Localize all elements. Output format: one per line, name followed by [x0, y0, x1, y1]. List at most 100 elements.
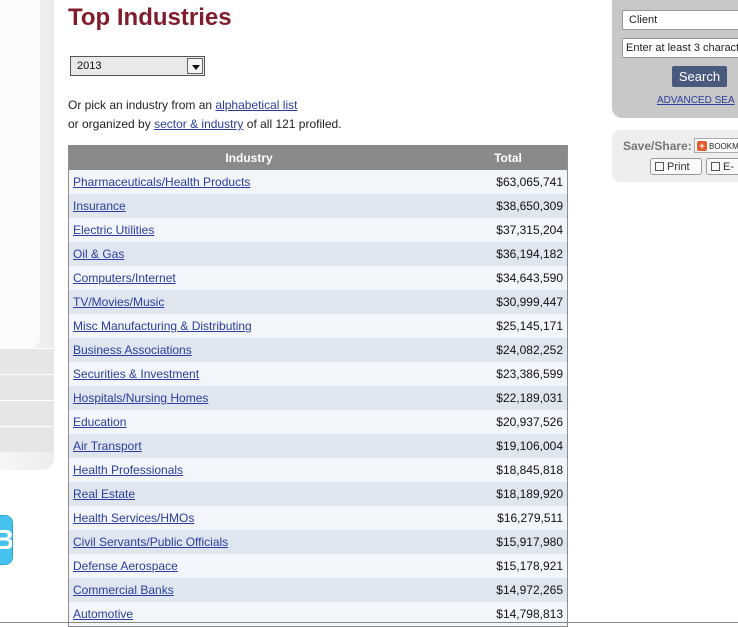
total-cell: $22,189,031: [429, 386, 568, 410]
advanced-search-link[interactable]: ADVANCED SEA: [657, 95, 735, 106]
share-label: Save/Share:: [623, 139, 692, 153]
table-row: Oil & Gas $36,194,182: [68, 242, 568, 266]
industry-link[interactable]: Commercial Banks: [73, 583, 174, 597]
search-database-select[interactable]: Client: [622, 10, 738, 30]
table-row: Health Services/HMOs $16,279,511: [68, 506, 568, 530]
left-sidebar-item[interactable]: [0, 374, 54, 400]
search-panel: Client Enter at least 3 charact Search A…: [612, 0, 738, 118]
total-cell: $25,145,171: [429, 314, 568, 338]
left-sidebar-item[interactable]: [0, 426, 54, 452]
total-cell: $63,065,741: [429, 170, 568, 194]
industry-link[interactable]: Oil & Gas: [73, 247, 125, 261]
industry-link[interactable]: Insurance: [73, 199, 126, 213]
industry-link[interactable]: Air Transport: [73, 439, 142, 453]
total-cell: $18,189,920: [429, 482, 568, 506]
table-row: Pharmaceuticals/Health Products $63,065,7…: [68, 170, 568, 194]
industry-link[interactable]: Misc Manufacturing & Distributing: [73, 319, 252, 333]
chevron-down-icon[interactable]: [187, 58, 203, 74]
total-cell: $14,972,265: [429, 578, 568, 602]
intro-line-2: or organized by sector & industry of all…: [68, 117, 342, 131]
year-select-value: 2013: [77, 60, 102, 72]
industry-cell: Securities & Investment: [68, 362, 429, 386]
print-button[interactable]: Print: [650, 158, 702, 175]
bottom-divider: [0, 622, 738, 623]
industry-link[interactable]: Defense Aerospace: [73, 559, 178, 573]
table-row: Defense Aerospace $15,178,921: [68, 554, 568, 578]
sector-industry-link[interactable]: sector & industry: [154, 117, 244, 131]
table-row: Commercial Banks $14,972,265: [68, 578, 568, 602]
total-cell: $36,194,182: [429, 242, 568, 266]
intro-line-2-suffix: of all 121 profiled.: [243, 117, 342, 131]
industry-cell: Health Professionals: [68, 458, 429, 482]
print-label: Print: [667, 161, 690, 173]
industry-link[interactable]: Health Professionals: [73, 463, 184, 477]
industry-link[interactable]: Civil Servants/Public Officials: [73, 535, 229, 549]
intro-line-2-prefix: or organized by: [68, 117, 155, 131]
industry-cell: Pharmaceuticals/Health Products: [68, 170, 429, 194]
table-row: Computers/Internet $34,643,590: [68, 266, 568, 290]
left-sidebar: [0, 0, 54, 470]
industry-link[interactable]: Education: [73, 415, 127, 429]
industry-cell: Insurance: [68, 194, 429, 218]
industry-cell: Hospitals/Nursing Homes: [68, 386, 429, 410]
table-row: Education $20,937,526: [68, 410, 568, 434]
total-cell: $18,845,818: [429, 458, 568, 482]
search-button[interactable]: Search: [672, 66, 727, 87]
industry-cell: TV/Movies/Music: [68, 290, 429, 314]
total-cell: $30,999,447: [429, 290, 568, 314]
envelope-icon: [711, 162, 720, 171]
industry-link[interactable]: Electric Utilities: [73, 223, 155, 237]
table-row: TV/Movies/Music $30,999,447: [68, 290, 568, 314]
industry-link[interactable]: Hospitals/Nursing Homes: [73, 391, 209, 405]
table-header-row: Industry Total: [68, 145, 568, 170]
industry-cell: Oil & Gas: [68, 242, 429, 266]
industry-cell: Computers/Internet: [68, 266, 429, 290]
total-cell: $19,106,004: [429, 434, 568, 458]
industry-cell: Education: [68, 410, 429, 434]
total-cell: $37,315,204: [429, 218, 568, 242]
industry-link[interactable]: Automotive: [73, 607, 134, 621]
bookmark-button[interactable]: + BOOKM: [694, 138, 738, 153]
industry-link[interactable]: Securities & Investment: [73, 367, 200, 381]
year-select[interactable]: 2013: [70, 56, 205, 76]
total-cell: $16,279,511: [429, 506, 568, 530]
table-row: Hospitals/Nursing Homes $22,189,031: [68, 386, 568, 410]
plus-icon: +: [697, 141, 707, 151]
intro-line-1-prefix: Or pick an industry from an: [68, 98, 216, 112]
table-row: Civil Servants/Public Officials $15,917,9…: [68, 530, 568, 554]
industry-link[interactable]: Real Estate: [73, 487, 136, 501]
left-sidebar-top: [0, 0, 40, 348]
total-cell: $15,178,921: [429, 554, 568, 578]
left-sidebar-item[interactable]: [0, 348, 54, 374]
industry-link[interactable]: Business Associations: [73, 343, 192, 357]
industry-cell: Business Associations: [68, 338, 429, 362]
industry-cell: Electric Utilities: [68, 218, 429, 242]
search-input[interactable]: Enter at least 3 charact: [622, 38, 738, 58]
total-cell: $15,917,980: [429, 530, 568, 554]
total-cell: $38,650,309: [429, 194, 568, 218]
share-panel: Save/Share: + BOOKM Print E-: [612, 130, 738, 182]
table-row: Misc Manufacturing & Distributing $25,145…: [68, 314, 568, 338]
total-cell: $23,386,599: [429, 362, 568, 386]
table-row: Securities & Investment $23,386,599: [68, 362, 568, 386]
table-row: Insurance $38,650,309: [68, 194, 568, 218]
twitter-icon[interactable]: B: [0, 515, 13, 565]
table-row: Electric Utilities $37,315,204: [68, 218, 568, 242]
industry-link[interactable]: Health Services/HMOs: [73, 511, 195, 525]
industry-cell: Health Services/HMOs: [68, 506, 429, 530]
table-row: Business Associations $24,082,252: [68, 338, 568, 362]
email-label: E-: [723, 161, 734, 173]
left-sidebar-item[interactable]: [0, 400, 54, 426]
industry-link[interactable]: Pharmaceuticals/Health Products: [73, 175, 251, 189]
industry-link[interactable]: TV/Movies/Music: [73, 295, 165, 309]
bookmark-label: BOOKM: [709, 142, 738, 151]
column-header-total: Total: [429, 145, 568, 170]
email-button[interactable]: E-: [706, 158, 738, 175]
industry-cell: Commercial Banks: [68, 578, 429, 602]
total-cell: $20,937,526: [429, 410, 568, 434]
alphabetical-list-link[interactable]: alphabetical list: [215, 98, 298, 112]
industry-table: Industry Total Pharmaceuticals/Health Pr…: [68, 145, 568, 627]
table-row: Health Professionals $18,845,818: [68, 458, 568, 482]
industry-link[interactable]: Computers/Internet: [73, 271, 176, 285]
industry-cell: Air Transport: [68, 434, 429, 458]
